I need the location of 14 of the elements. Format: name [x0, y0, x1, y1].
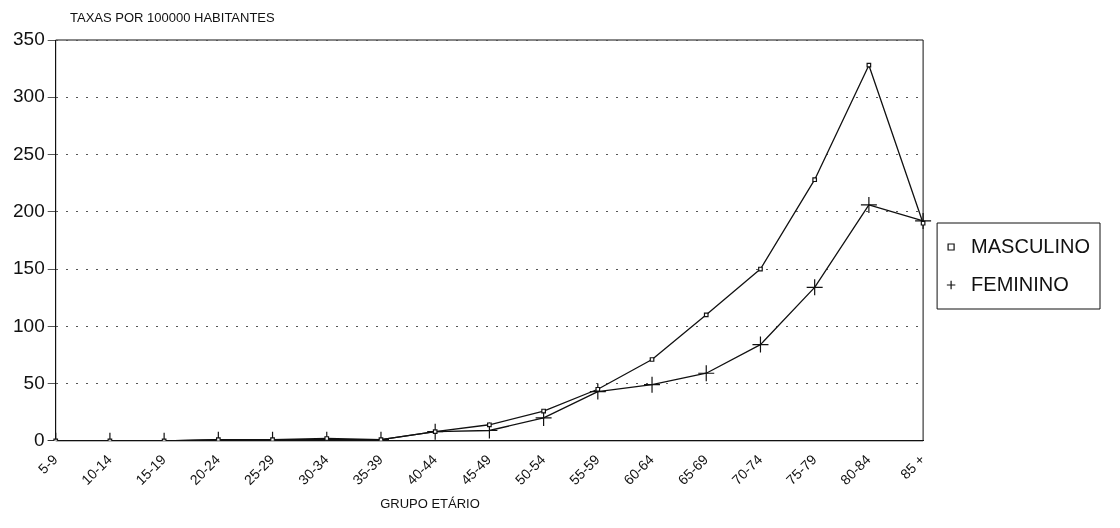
y-tick-label: 200	[13, 200, 45, 222]
y-tick-label: 300	[13, 85, 45, 107]
y-tick-label: 0	[34, 429, 45, 451]
x-axis-title: GRUPO ETÁRIO	[379, 496, 481, 511]
y-tick-label: 100	[13, 314, 45, 336]
y-axis-title: TAXAS POR 100000 HABITANTES	[70, 10, 275, 25]
legend-label: MASCULINO	[971, 234, 1090, 257]
y-tick-label: 50	[23, 371, 45, 393]
y-tick-label: 250	[13, 142, 45, 164]
y-tick-label: 350	[13, 28, 45, 50]
y-tick-label: 150	[13, 257, 45, 279]
x-tick-label: 85 +	[897, 451, 928, 483]
legend-label: FEMININO	[971, 272, 1069, 295]
x-tick-label: 5-9	[34, 451, 61, 477]
